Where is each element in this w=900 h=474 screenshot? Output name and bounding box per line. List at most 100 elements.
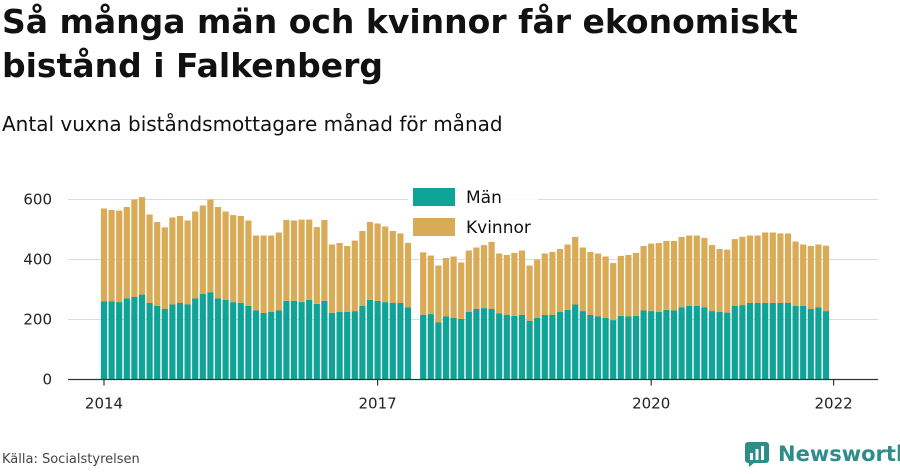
bar-man xyxy=(146,303,153,380)
bar-kvinnor xyxy=(777,233,784,303)
bar-kvinnor xyxy=(655,243,662,312)
bar-kvinnor xyxy=(161,227,168,309)
bar-kvinnor xyxy=(435,265,442,323)
bar-kvinnor xyxy=(465,250,472,312)
bar-man xyxy=(731,306,738,380)
bar-man xyxy=(594,316,602,380)
bar-kvinnor xyxy=(199,205,206,294)
bar-man xyxy=(655,312,662,380)
bar-kvinnor xyxy=(815,244,822,308)
bar-kvinnor xyxy=(131,199,138,297)
bar-kvinnor xyxy=(594,253,602,317)
bar-man xyxy=(663,309,670,380)
bar-kvinnor xyxy=(541,253,548,315)
bar-man xyxy=(161,309,168,380)
bar-kvinnor xyxy=(549,252,556,315)
bar-kvinnor xyxy=(176,216,184,303)
x-tick-label: 2014 xyxy=(85,395,123,413)
y-tick-label: 400 xyxy=(23,251,52,269)
bar-man xyxy=(252,310,260,380)
y-tick-label: 600 xyxy=(23,191,52,209)
bar-man xyxy=(397,303,404,380)
brand-name: Newsworthy xyxy=(778,442,900,466)
bar-man xyxy=(754,303,761,380)
bar-kvinnor xyxy=(154,222,161,306)
bar-kvinnor xyxy=(382,226,389,303)
bar-man xyxy=(108,301,115,380)
bar-kvinnor xyxy=(169,217,176,305)
bar-kvinnor xyxy=(442,258,450,317)
bar-man xyxy=(442,316,450,380)
bar-kvinnor xyxy=(146,214,153,303)
bar-man xyxy=(374,300,381,380)
x-tick-label: 2020 xyxy=(632,395,670,413)
bar-kvinnor xyxy=(648,243,655,312)
bar-kvinnor xyxy=(458,262,465,319)
bar-kvinnor xyxy=(792,241,799,306)
bar-man xyxy=(503,315,510,380)
bar-man xyxy=(138,294,146,380)
bar-man xyxy=(762,303,769,380)
bar-man xyxy=(724,312,731,380)
bar-kvinnor xyxy=(511,252,518,316)
bar-man xyxy=(648,311,655,380)
bar-kvinnor xyxy=(769,232,776,303)
bar-kvinnor xyxy=(754,235,761,303)
bar-man xyxy=(435,322,442,380)
bar-kvinnor xyxy=(518,250,526,315)
bar-kvinnor xyxy=(283,219,290,301)
bar-kvinnor xyxy=(640,246,647,311)
y-tick-label: 0 xyxy=(42,371,52,389)
bar-kvinnor xyxy=(663,240,670,310)
bar-man xyxy=(496,313,503,380)
x-tick-label: 2022 xyxy=(815,395,853,413)
bar-kvinnor xyxy=(724,249,731,313)
bar-man xyxy=(746,303,754,380)
bar-kvinnor xyxy=(252,235,260,311)
bar-man xyxy=(526,321,533,380)
bar-kvinnor xyxy=(298,219,305,303)
bar-man xyxy=(556,312,564,380)
bar-kvinnor xyxy=(564,244,571,310)
bar-kvinnor xyxy=(579,247,586,312)
bar-man xyxy=(351,311,358,380)
bar-man xyxy=(488,309,495,380)
bar-man xyxy=(769,303,776,380)
bar-man xyxy=(625,316,632,380)
stacked-bar-chart: 0 200 400 600 2014 2017 2020 2022 Män Kvinnor xyxy=(23,184,878,413)
bar-man xyxy=(359,306,366,380)
bar-kvinnor xyxy=(693,235,700,306)
bar-man xyxy=(708,311,716,380)
bar-man xyxy=(815,307,822,380)
bar-man xyxy=(617,315,624,380)
bar-kvinnor xyxy=(716,249,723,312)
bar-man xyxy=(214,298,222,380)
bar-kvinnor xyxy=(100,208,108,302)
bar-man xyxy=(534,318,541,380)
source-note: Källa: Socialstyrelsen xyxy=(2,452,140,467)
bar-man xyxy=(792,306,799,380)
bar-man xyxy=(739,305,746,380)
bar-man xyxy=(511,315,518,380)
bar-kvinnor xyxy=(116,210,123,303)
bar-man xyxy=(237,303,244,380)
bar-man xyxy=(283,300,290,380)
bar-kvinnor xyxy=(268,235,275,312)
bar-man xyxy=(245,306,252,380)
bar-kvinnor xyxy=(632,252,640,316)
bar-kvinnor xyxy=(686,235,693,306)
axes: 0 200 400 600 2014 2017 2020 2022 xyxy=(23,191,878,413)
bar-man xyxy=(518,315,526,380)
bar-man xyxy=(382,302,389,380)
bar-man xyxy=(670,310,678,380)
bar-kvinnor xyxy=(807,246,814,309)
bar-kvinnor xyxy=(245,220,252,306)
bar-man xyxy=(184,304,191,380)
bar-kvinnor xyxy=(670,240,678,311)
bar-kvinnor xyxy=(397,233,404,303)
bar-kvinnor xyxy=(306,219,313,300)
bar-man xyxy=(777,303,784,380)
bar-kvinnor xyxy=(214,207,222,299)
bar-kvinnor xyxy=(207,199,214,293)
bar-man xyxy=(587,315,594,380)
